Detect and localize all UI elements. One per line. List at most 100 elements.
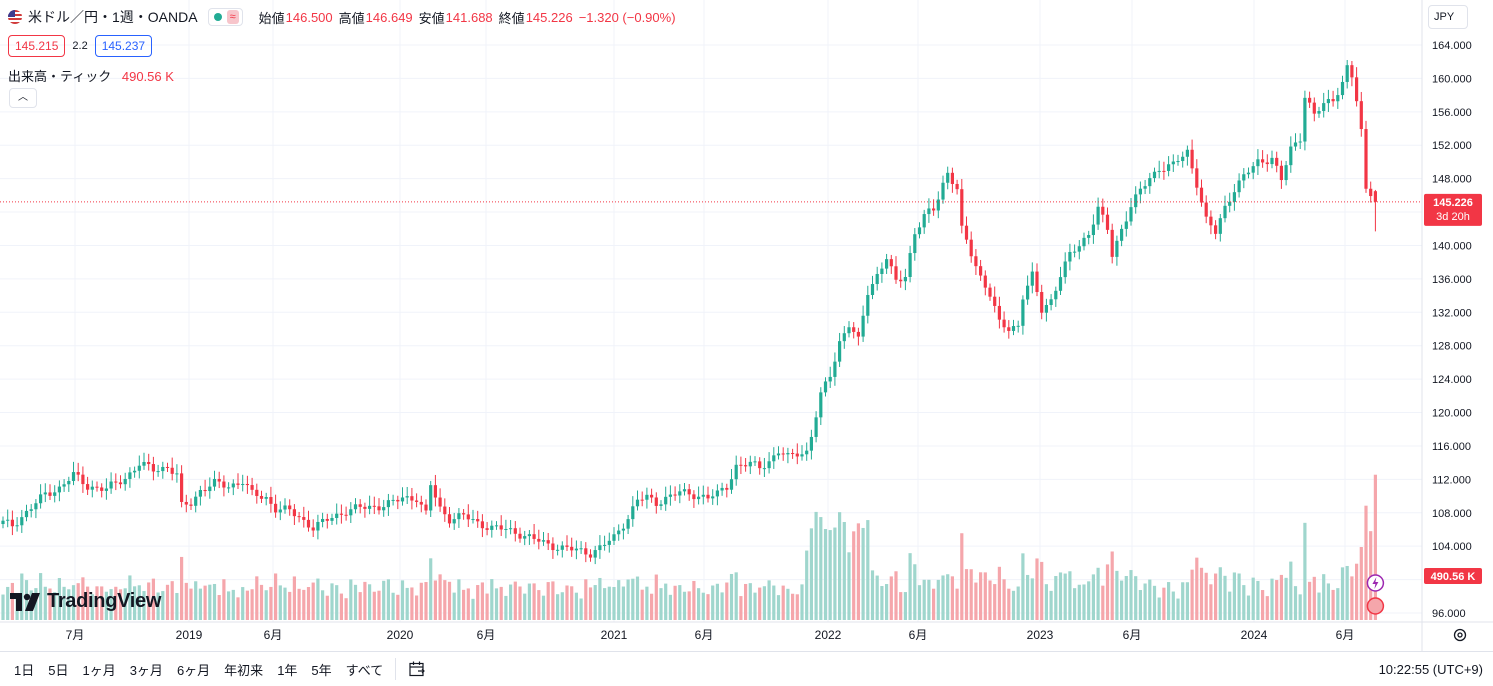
volume-bar (264, 590, 268, 620)
candle-body (76, 472, 80, 475)
candle-body (941, 182, 945, 200)
volume-bar (692, 580, 696, 620)
candle-body (1350, 65, 1354, 78)
candle-body (372, 505, 376, 507)
range-button-1y[interactable]: 1年 (277, 662, 298, 678)
volume-bar (1223, 575, 1227, 620)
volume-bar (758, 587, 762, 620)
volume-bar (1275, 580, 1279, 620)
candlestick-chart[interactable]: 96.000100.000104.000108.000112.000116.00… (0, 0, 1493, 651)
volume-bar (1185, 582, 1189, 620)
volume-bar (983, 572, 987, 620)
tradingview-logo[interactable]: TradingView (10, 590, 161, 613)
candle-body (1256, 159, 1260, 167)
volume-bar (118, 589, 123, 620)
candle-body (180, 473, 184, 502)
volume-bar (1322, 574, 1326, 620)
volume-bar (377, 590, 381, 620)
candle-body (753, 461, 757, 463)
candle-body (1101, 206, 1105, 215)
candle-body (969, 239, 973, 257)
axis-settings-gear-icon[interactable] (1452, 627, 1468, 643)
range-button-all[interactable]: すべて (345, 662, 384, 678)
volume-bar (123, 588, 127, 620)
volume-bar (90, 594, 94, 620)
candle-body (546, 540, 550, 544)
volume-bar (128, 575, 132, 620)
volume-bar (687, 591, 691, 620)
volume-bar (588, 587, 593, 620)
range-button-1m[interactable]: 1ヶ月 (82, 662, 116, 678)
price-axis-tick-label: 132.000 (1432, 307, 1472, 319)
economic-event-flag-icon[interactable] (1366, 597, 1385, 615)
volume-bar (1190, 569, 1194, 620)
range-button-5y[interactable]: 5年 (311, 662, 332, 678)
candle-body (842, 333, 846, 342)
volume-bar (598, 577, 602, 620)
us-japan-flag-icon (8, 10, 22, 24)
volume-bar (744, 583, 748, 620)
volume-bar (946, 574, 950, 620)
candle-body (814, 417, 818, 437)
candle-body (67, 480, 71, 485)
candle-body (353, 504, 358, 510)
volume-bar (870, 570, 875, 620)
range-button-6m[interactable]: 6ヶ月 (176, 662, 211, 678)
candle-body (1308, 97, 1312, 103)
candle-body (419, 501, 423, 505)
currency-button[interactable]: JPY (1428, 5, 1468, 29)
candle-body (866, 294, 870, 316)
collapse-legend-button[interactable]: ︿ (9, 88, 37, 108)
volume-bar (880, 586, 884, 620)
symbol-title[interactable]: 米ドル／円・1週・OANDA (28, 9, 198, 25)
volume-bar (363, 581, 367, 620)
candle-body (1261, 159, 1265, 163)
range-button-1d[interactable]: 1日 (14, 662, 35, 678)
candle-body (39, 494, 43, 504)
volume-bar (645, 586, 649, 620)
candle-body (321, 518, 325, 522)
volume-bar (34, 588, 38, 620)
volume-tag-label: 490.56 K (1431, 571, 1476, 583)
volume-bar (203, 585, 207, 620)
volume-legend[interactable]: 出来高・ティック 490.56 K (8, 66, 174, 85)
candle-body (1073, 251, 1077, 253)
volume-bar (584, 579, 588, 620)
candle-body (1340, 81, 1345, 96)
price-axis-tick-label: 96.000 (1432, 608, 1466, 620)
volume-bar (1044, 584, 1048, 620)
candle-body (57, 486, 61, 493)
price-axis-tick-label: 136.000 (1432, 274, 1472, 286)
symbol-legend: 米ドル／円・1週・OANDA ≈ 始値 146.500 高値 146.649 安… (8, 8, 682, 26)
market-status-pill[interactable]: ≈ (207, 8, 243, 26)
volume-bar (1312, 576, 1316, 620)
clock-timezone[interactable]: 10:22:55 (UTC+9) (1378, 662, 1483, 677)
candle-body (1148, 178, 1152, 187)
volume-bar (217, 595, 221, 620)
sell-price-button[interactable]: 145.215 (8, 35, 66, 57)
candle-body (424, 504, 428, 511)
volume-bar (979, 572, 983, 620)
go-to-date-calendar-icon[interactable] (408, 660, 426, 678)
candle-body (400, 497, 405, 502)
candle-body (504, 528, 508, 530)
candle-body (711, 496, 715, 499)
volume-bar (236, 597, 240, 620)
volume-bar (734, 572, 738, 620)
range-button-5d[interactable]: 5日 (48, 662, 69, 678)
buy-price-button[interactable]: 145.237 (94, 35, 153, 57)
range-button-3m[interactable]: 3ヶ月 (129, 662, 163, 678)
volume-bar (936, 579, 940, 620)
volume-bar (39, 573, 43, 620)
candle-body (377, 506, 381, 511)
volume-bar (617, 580, 621, 620)
volume-bar (1026, 574, 1030, 620)
candle-body (523, 536, 527, 539)
open-label: 始値 (258, 10, 285, 26)
range-button-ytd[interactable]: 年初来 (224, 662, 264, 678)
volume-bar (57, 578, 61, 620)
candle-body (382, 507, 386, 511)
time-axis-tick-label: 6月 (264, 628, 283, 642)
candle-body (1303, 97, 1307, 142)
